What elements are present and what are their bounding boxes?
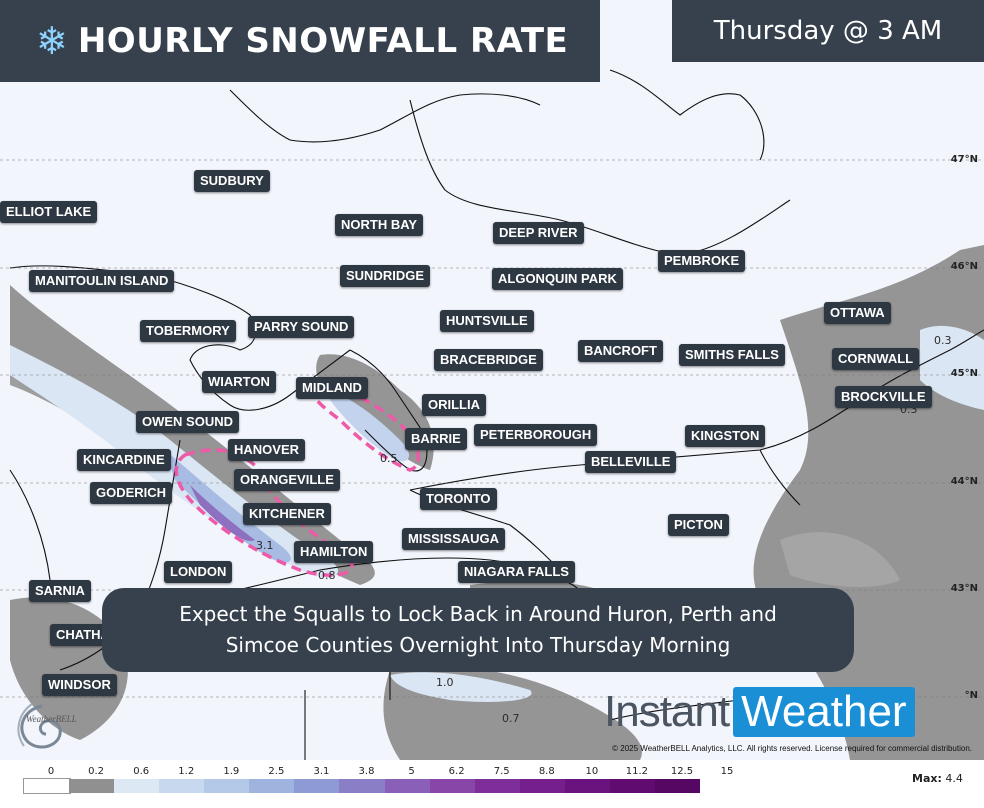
legend-swatch [69,779,115,793]
legend-tick-label: 6.2 [448,766,465,777]
snowflake-icon: ❄ [36,19,68,63]
legend-swatch [23,778,71,794]
city-label-barrie: BARRIE [405,428,467,450]
city-label-tobermory: TOBERMORY [140,320,236,342]
forecast-message-line-2: Simcoe Counties Overnight Into Thursday … [225,633,731,657]
snowfall-value: 0.5 [380,452,398,465]
city-label-midland: MIDLAND [296,377,368,399]
legend-swatch [384,779,431,793]
city-label-bancroft: BANCROFT [578,340,663,362]
legend-swatch [114,779,160,793]
forecast-message-line-1: Expect the Squalls to Lock Back in Aroun… [179,602,777,626]
legend-swatch [294,779,340,793]
city-label-orangeville: ORANGEVILLE [234,469,340,491]
page-title: HOURLY SNOWFALL RATE [77,21,569,61]
legend-tick-label: 1.9 [223,766,240,777]
max-label: Max: [912,772,942,785]
max-value: 4.4 [945,772,963,785]
legend-swatch [204,779,250,793]
city-label-orillia: ORILLIA [422,394,486,416]
legend-swatch [429,779,476,793]
snowfall-value: 1.0 [436,676,454,689]
max-value-label: Max: 4.4 [912,772,963,785]
brand-word-instant: Instant [604,687,730,736]
city-label-goderich: GODERICH [90,482,173,504]
city-label-ottawa: OTTAWA [824,302,891,324]
city-label-hanover: HANOVER [228,439,306,461]
lat-label-44: 44°N [950,476,978,487]
legend-tick-label: 1.2 [178,766,195,777]
city-label-mississauga: MISSISSAUGA [402,528,506,550]
city-label-brockville: BROCKVILLE [835,386,932,408]
brand-word-weather: Weather [733,687,915,737]
legend-tick-label: 10 [585,766,599,777]
city-label-kitchener: KITCHENER [243,503,331,525]
city-label-deep-river: DEEP RIVER [493,222,584,244]
city-label-elliot-lake: ELLIOT LAKE [0,201,98,223]
legend-tick-label: 2.5 [268,766,285,777]
city-label-cornwall: CORNWALL [832,348,920,370]
forecast-time: Thursday @ 3 AM [672,0,984,62]
city-label-smiths-falls: SMITHS FALLS [679,344,785,366]
legend-tick-label: 0.6 [133,766,150,777]
city-label-north-bay: NORTH BAY [335,214,424,236]
city-label-windsor: WINDSOR [42,674,117,696]
legend-tick-label: 12.5 [670,766,694,777]
color-legend: 0 0.2 0.6 1.2 1.9 2.5 3.1 3.8 5 6.2 7.5 8.8 10 11.2 12… [0,760,984,808]
city-label-sundridge: SUNDRIDGE [340,265,431,287]
copyright-notice: © 2025 WeatherBELL Analytics, LLC. All r… [612,744,972,753]
city-label-wiarton: WIARTON [202,371,276,393]
weatherbell-logo: WeatherBELL [12,696,96,754]
legend-swatch [519,779,566,793]
legend-swatch [609,779,656,793]
city-label-hamilton: HAMILTON [294,541,374,563]
legend-swatch [249,779,295,793]
weatherbell-logo-text: WeatherBELL [26,714,77,724]
snowfall-value: 3.1 [256,539,274,552]
snowfall-value: 0.7 [502,712,520,725]
lat-label-45: 45°N [950,368,978,379]
city-label-kincardine: KINCARDINE [77,449,171,471]
instant-weather-logo: Instant Weather [604,684,915,740]
legend-tick-label: 7.5 [493,766,510,777]
snowfall-value: 0.8 [318,569,336,582]
legend-tick-label: 15 [720,766,734,777]
city-label-picton: PICTON [668,514,729,536]
city-label-manitoulin-island: MANITOULIN ISLAND [29,270,175,292]
legend-swatch [474,779,521,793]
city-label-pembroke: PEMBROKE [658,250,746,272]
legend-tick-label: 5 [408,766,415,777]
legend-tick-label: 0.2 [88,766,105,777]
legend-tick-label: 3.1 [313,766,330,777]
city-label-sarnia: SARNIA [29,580,91,602]
legend-swatch [564,779,611,793]
legend-swatch [159,779,205,793]
city-label-parry-sound: PARRY SOUND [248,316,355,338]
legend-tick-label: 8.8 [538,766,555,777]
city-label-algonquin-park: ALGONQUIN PARK [492,268,623,290]
lat-label-46: 46°N [950,261,978,272]
city-label-kingston: KINGSTON [685,425,766,447]
title-banner: ❄ HOURLY SNOWFALL RATE [0,0,600,82]
legend-swatch [654,779,701,793]
swirl-icon [17,703,62,749]
city-label-peterborough: PETERBOROUGH [474,424,598,446]
legend-tick-label: 11.2 [625,766,649,777]
city-label-niagara-falls: NIAGARA FALLS [458,561,575,583]
legend-tick-label: 0 [47,766,55,777]
city-label-toronto: TORONTO [420,488,497,510]
city-label-sudbury: SUDBURY [194,170,270,192]
forecast-message: Expect the Squalls to Lock Back in Aroun… [102,588,854,672]
city-label-owen-sound: OWEN SOUND [136,411,239,433]
snowfall-value: 0.3 [934,334,952,347]
legend-tick-label: 3.8 [358,766,375,777]
lat-label-47: 47°N [950,154,978,165]
city-label-huntsville: HUNTSVILLE [440,310,534,332]
city-label-london: LONDON [164,561,233,583]
city-label-belleville: BELLEVILLE [585,451,677,473]
city-label-bracebridge: BRACEBRIDGE [434,349,543,371]
lat-label-43: 43°N [950,583,978,594]
lat-label-42: °N [964,690,978,701]
legend-swatch [339,779,386,793]
